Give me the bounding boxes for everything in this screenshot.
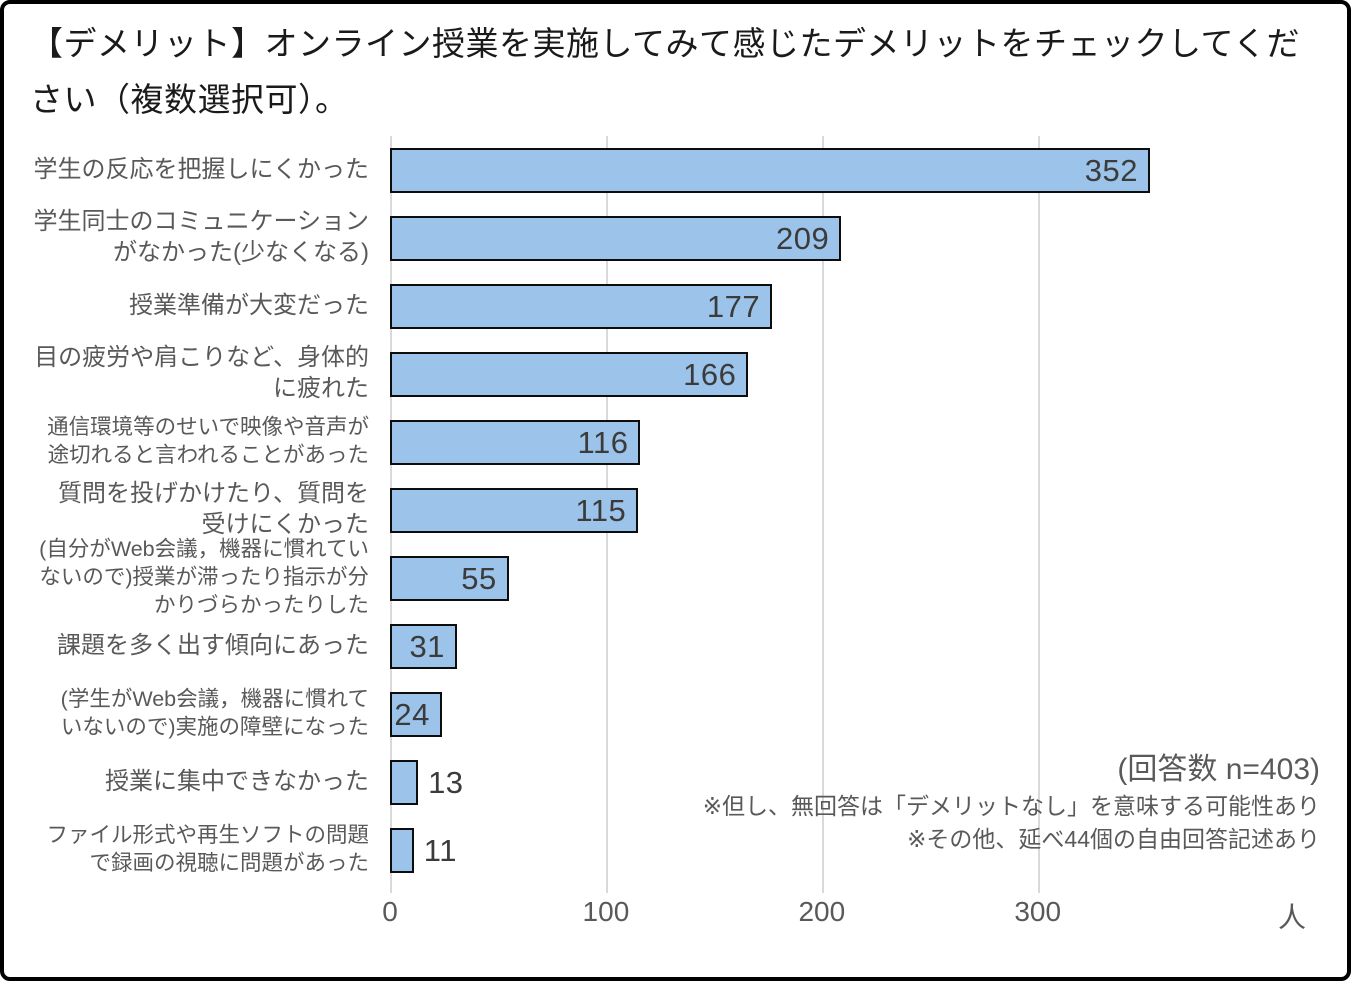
bar: 116	[390, 420, 641, 465]
bar: 177	[390, 284, 773, 329]
category-label: 授業準備が大変だった	[129, 291, 369, 319]
tick-mark-100	[605, 884, 608, 893]
category-label: (自分がWeb会議，機器に慣れてい ないので)授業が滞ったり指示が分 かりづらか…	[39, 537, 369, 617]
chart-row: 166	[390, 340, 1340, 408]
chart-row: 24	[390, 680, 1340, 748]
bar: 352	[390, 148, 1150, 193]
category-label: 授業に集中できなかった	[105, 767, 369, 795]
footnote-no-answer: ※但し、無回答は「デメリットなし」を意味する可能性あり	[702, 793, 1320, 819]
x-tick-label-300: 300	[1014, 896, 1062, 927]
chart-title: 【デメリット】オンライン授業を実施してみて感じたデメリットをチェックしてください…	[30, 25, 1301, 118]
bar: 55	[390, 556, 509, 601]
chart-row: 13	[390, 748, 1340, 816]
chart-row: 352	[390, 136, 1340, 204]
bar-value-label: 13	[428, 764, 464, 800]
x-axis-tick-labels: 0 100 200 300 人	[382, 896, 1340, 933]
bar-value-label: 115	[575, 492, 627, 528]
category-label: (学生がWeb会議，機器に慣れて いないので)実施の障壁になった	[60, 687, 369, 739]
bar-value-label: 209	[776, 220, 830, 256]
chart-row: 209	[390, 204, 1340, 272]
bar: 166	[390, 352, 749, 397]
gridline-300	[1037, 136, 1040, 884]
category-label: 目の疲労や肩こりなど、身体的 に疲れた	[34, 344, 369, 402]
bar-value-label: 177	[706, 288, 761, 324]
bar-value-label: 116	[577, 424, 629, 460]
bar-value-label: 55	[461, 560, 497, 596]
tick-mark-200	[821, 884, 824, 893]
chart-row: 116	[390, 408, 1340, 476]
bar-value-label: 352	[1084, 152, 1138, 188]
category-label: 課題を多く出す傾向にあった	[57, 631, 369, 659]
category-label: ファイル形式や再生ソフトの問題 で録画の視聴に問題があった	[46, 823, 369, 875]
bar: 209	[390, 216, 842, 261]
bar-value-label: 166	[683, 356, 737, 392]
bar-value-label: 24	[394, 696, 430, 732]
chart-row: 31	[390, 612, 1340, 680]
bar	[390, 760, 419, 805]
footnote-free-answers: ※その他、延べ44個の自由回答記述あり	[907, 826, 1320, 852]
tick-mark-300	[1037, 884, 1040, 893]
response-count-annotation: (回答数 n=403)	[1117, 753, 1320, 786]
category-label: 通信環境等のせいで映像や音声が 途切れると言われることがあった	[47, 415, 369, 467]
x-axis-unit-label: 人	[1277, 902, 1307, 933]
chart-row: 115	[390, 476, 1340, 544]
bar: 115	[390, 488, 639, 533]
bar-value-label: 31	[409, 628, 445, 664]
annotation-block: (回答数 n=403) ※但し、無回答は「デメリットなし」を意味する可能性あり …	[703, 750, 1320, 856]
x-tick-label-100: 100	[582, 896, 630, 927]
plot-area: 352 209 177 166 116 115 55 31 24 13 11 0 100 200 300 人	[382, 136, 1340, 933]
tick-mark-0	[390, 884, 392, 893]
chart-row: 55	[390, 544, 1340, 612]
x-tick-label-0: 0	[382, 896, 398, 927]
chart-row: 11	[390, 816, 1340, 884]
bar	[390, 828, 414, 873]
gridline-200	[821, 136, 824, 884]
category-label: 学生同士のコミュニケーション がなかった(少なくなる)	[33, 208, 369, 266]
category-label: 質問を投げかけたり、質問を 受けにくかった	[57, 480, 369, 538]
bar: 31	[390, 624, 457, 669]
bar-value-label: 11	[423, 832, 457, 868]
chart-row: 177	[390, 272, 1340, 340]
bar: 24	[390, 692, 442, 737]
x-tick-label-200: 200	[798, 896, 846, 927]
category-label: 学生の反応を把握しにくかった	[33, 155, 369, 183]
